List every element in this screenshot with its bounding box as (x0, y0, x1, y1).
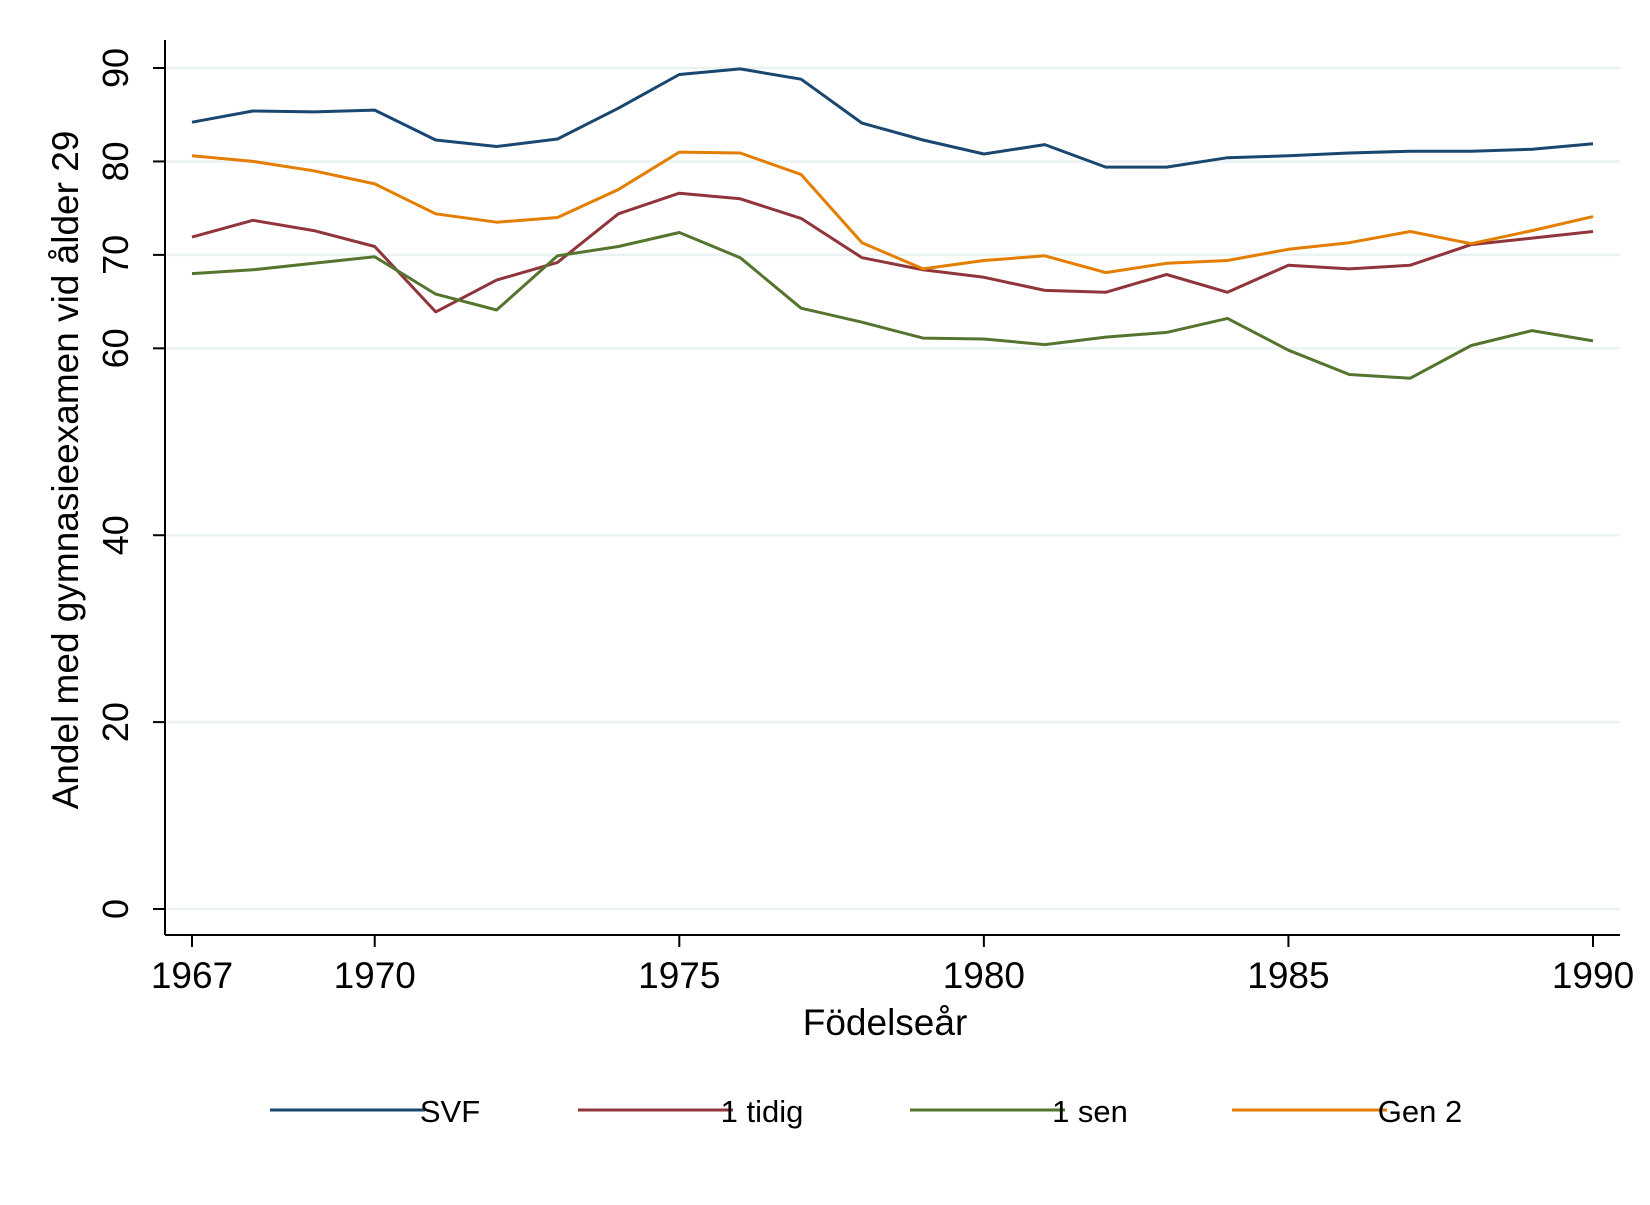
legend-label: SVF (420, 1094, 480, 1129)
y-tick-label: 60 (95, 328, 136, 368)
y-tick-label: 80 (95, 141, 136, 181)
legend-label: 1 sen (1052, 1094, 1128, 1129)
x-axis-label: Födelseår (803, 1002, 968, 1043)
x-tick-label: 1985 (1247, 955, 1329, 996)
series-line-0 (191, 67, 1594, 169)
legend: SVF 1 tidig 1 sen Gen 2 (270, 1094, 1462, 1129)
axes: 0 20 40 60 70 80 90 1967 1970 1975 1980 1985 1990 (95, 40, 1634, 996)
grid-lines (165, 66, 1620, 911)
series-line-2 (191, 231, 1594, 380)
series-line-1 (191, 191, 1594, 314)
series-lines (191, 67, 1594, 380)
y-tick-label: 70 (95, 235, 136, 275)
y-tick-label: 90 (95, 48, 136, 88)
x-tick-label: 1980 (943, 955, 1025, 996)
y-tick-label: 40 (95, 515, 136, 555)
x-tick-label: 1967 (151, 955, 233, 996)
y-axis-label: Andel med gymnasieexamen vid ålder 29 (45, 131, 86, 810)
y-tick-label: 20 (95, 702, 136, 742)
y-tick-label: 0 (95, 899, 136, 919)
x-tick-label: 1975 (638, 955, 720, 996)
series-line-3 (191, 150, 1594, 275)
legend-label: Gen 2 (1378, 1094, 1462, 1129)
x-tick-label: 1970 (334, 955, 416, 996)
legend-label: 1 tidig (721, 1094, 804, 1129)
x-tick-label: 1990 (1552, 955, 1634, 996)
